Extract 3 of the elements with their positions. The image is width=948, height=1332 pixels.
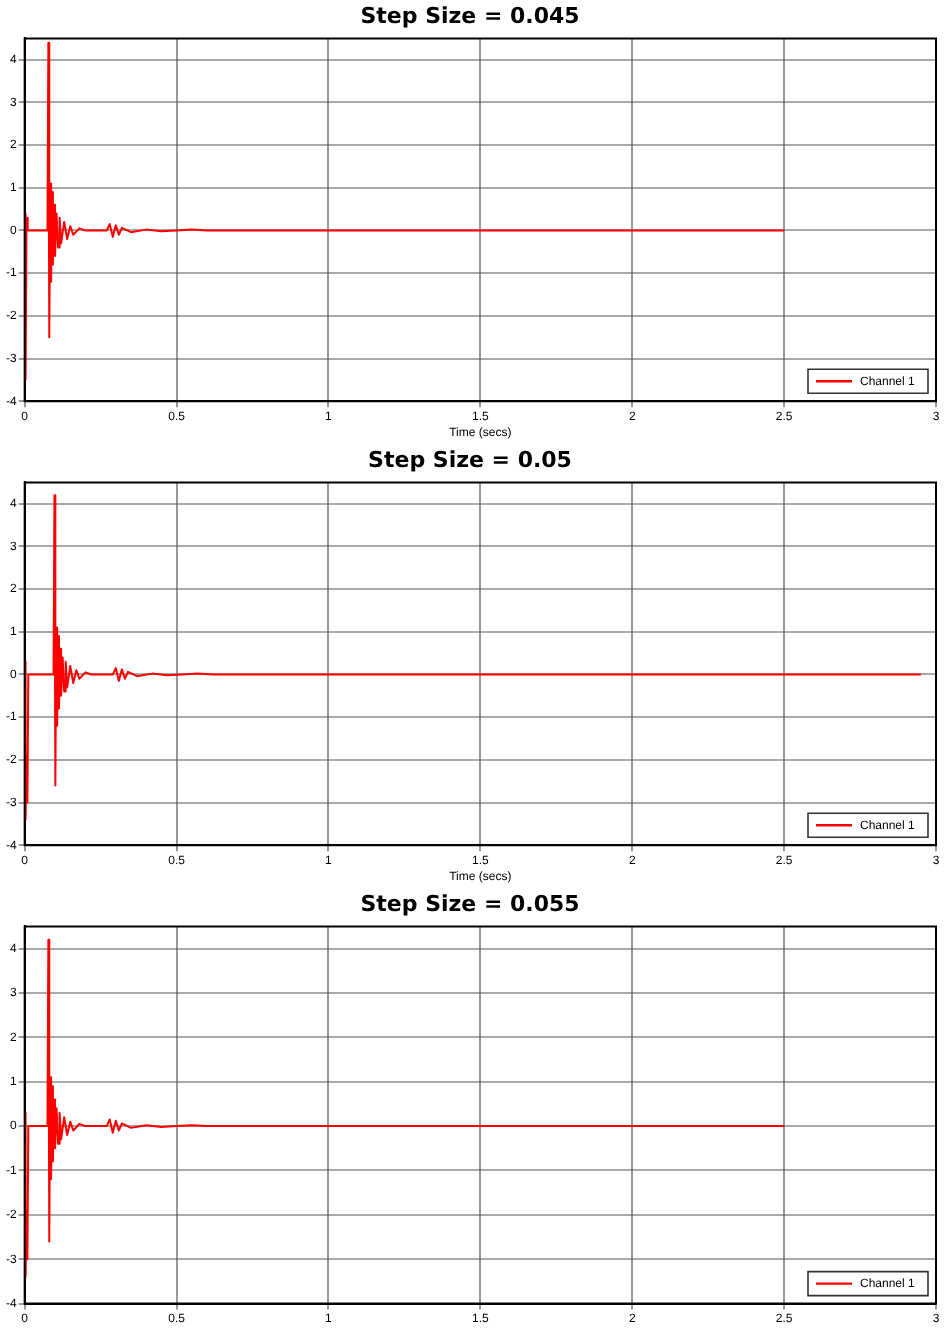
chart-title: Step Size = 0.045 [360, 2, 580, 29]
chart-title: Step Size = 0.05 [368, 446, 572, 473]
chart-title: Step Size = 0.055 [360, 890, 580, 917]
